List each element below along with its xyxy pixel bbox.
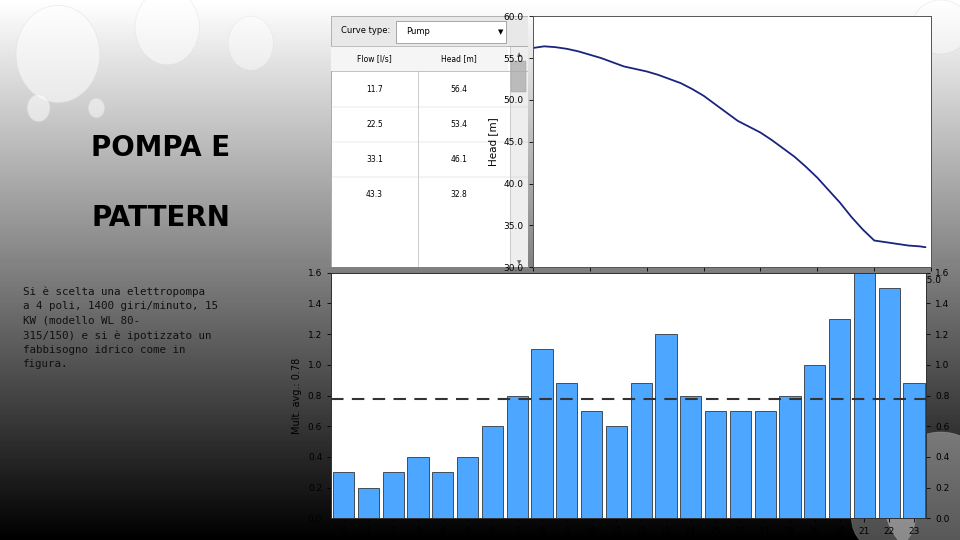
Text: 33.1: 33.1 <box>366 155 383 164</box>
Bar <box>457 457 478 518</box>
Bar <box>556 383 577 518</box>
Text: 22.5: 22.5 <box>366 120 383 129</box>
Ellipse shape <box>27 94 50 122</box>
Bar <box>532 349 553 518</box>
Text: 11.7: 11.7 <box>366 85 383 94</box>
Ellipse shape <box>16 5 100 103</box>
X-axis label: Flow [LPS]: Flow [LPS] <box>705 291 759 301</box>
Bar <box>432 472 453 518</box>
Ellipse shape <box>852 486 915 540</box>
FancyBboxPatch shape <box>331 46 509 71</box>
Bar <box>780 395 801 518</box>
FancyBboxPatch shape <box>511 46 528 267</box>
Bar <box>507 395 528 518</box>
Bar <box>656 334 677 518</box>
Text: Si è scelta una elettropompa
a 4 poli, 1400 giri/minuto, 15
KW (modello WL 80-
3: Si è scelta una elettropompa a 4 poli, 1… <box>22 286 218 369</box>
Y-axis label: Head [m]: Head [m] <box>488 117 498 166</box>
Bar <box>804 365 826 518</box>
Bar <box>581 411 602 518</box>
Text: PATTERN: PATTERN <box>91 204 230 232</box>
Y-axis label: Mult. avg.: 0.78: Mult. avg.: 0.78 <box>292 357 302 434</box>
Text: 43.3: 43.3 <box>366 190 383 199</box>
Text: Head [m]: Head [m] <box>442 53 477 63</box>
Ellipse shape <box>228 16 274 70</box>
Bar <box>705 411 726 518</box>
Ellipse shape <box>912 0 960 54</box>
Bar <box>730 411 751 518</box>
Bar <box>829 319 851 518</box>
Text: ▲: ▲ <box>517 52 521 58</box>
FancyBboxPatch shape <box>331 16 528 46</box>
Bar <box>853 273 875 518</box>
Ellipse shape <box>88 98 105 118</box>
Bar <box>903 383 924 518</box>
Bar <box>681 395 702 518</box>
Bar <box>358 488 379 518</box>
Text: 46.1: 46.1 <box>450 155 468 164</box>
Text: Curve type:: Curve type: <box>341 25 391 35</box>
FancyBboxPatch shape <box>331 16 528 267</box>
Bar <box>631 383 652 518</box>
FancyBboxPatch shape <box>396 21 506 43</box>
FancyBboxPatch shape <box>512 62 526 92</box>
Bar <box>383 472 404 518</box>
Bar <box>606 426 627 518</box>
Text: Pump: Pump <box>406 27 430 36</box>
Text: ▼: ▼ <box>517 260 521 265</box>
Bar <box>482 426 503 518</box>
Text: POMPA E: POMPA E <box>91 134 230 162</box>
Ellipse shape <box>883 432 960 540</box>
Bar <box>333 472 354 518</box>
Text: ▼: ▼ <box>498 29 503 35</box>
Text: 32.8: 32.8 <box>451 190 468 199</box>
Text: 53.4: 53.4 <box>450 120 468 129</box>
Bar <box>407 457 428 518</box>
Bar <box>878 288 900 518</box>
Text: Flow [l/s]: Flow [l/s] <box>357 53 392 63</box>
Bar <box>755 411 776 518</box>
Text: 56.4: 56.4 <box>450 85 468 94</box>
Ellipse shape <box>135 0 200 65</box>
